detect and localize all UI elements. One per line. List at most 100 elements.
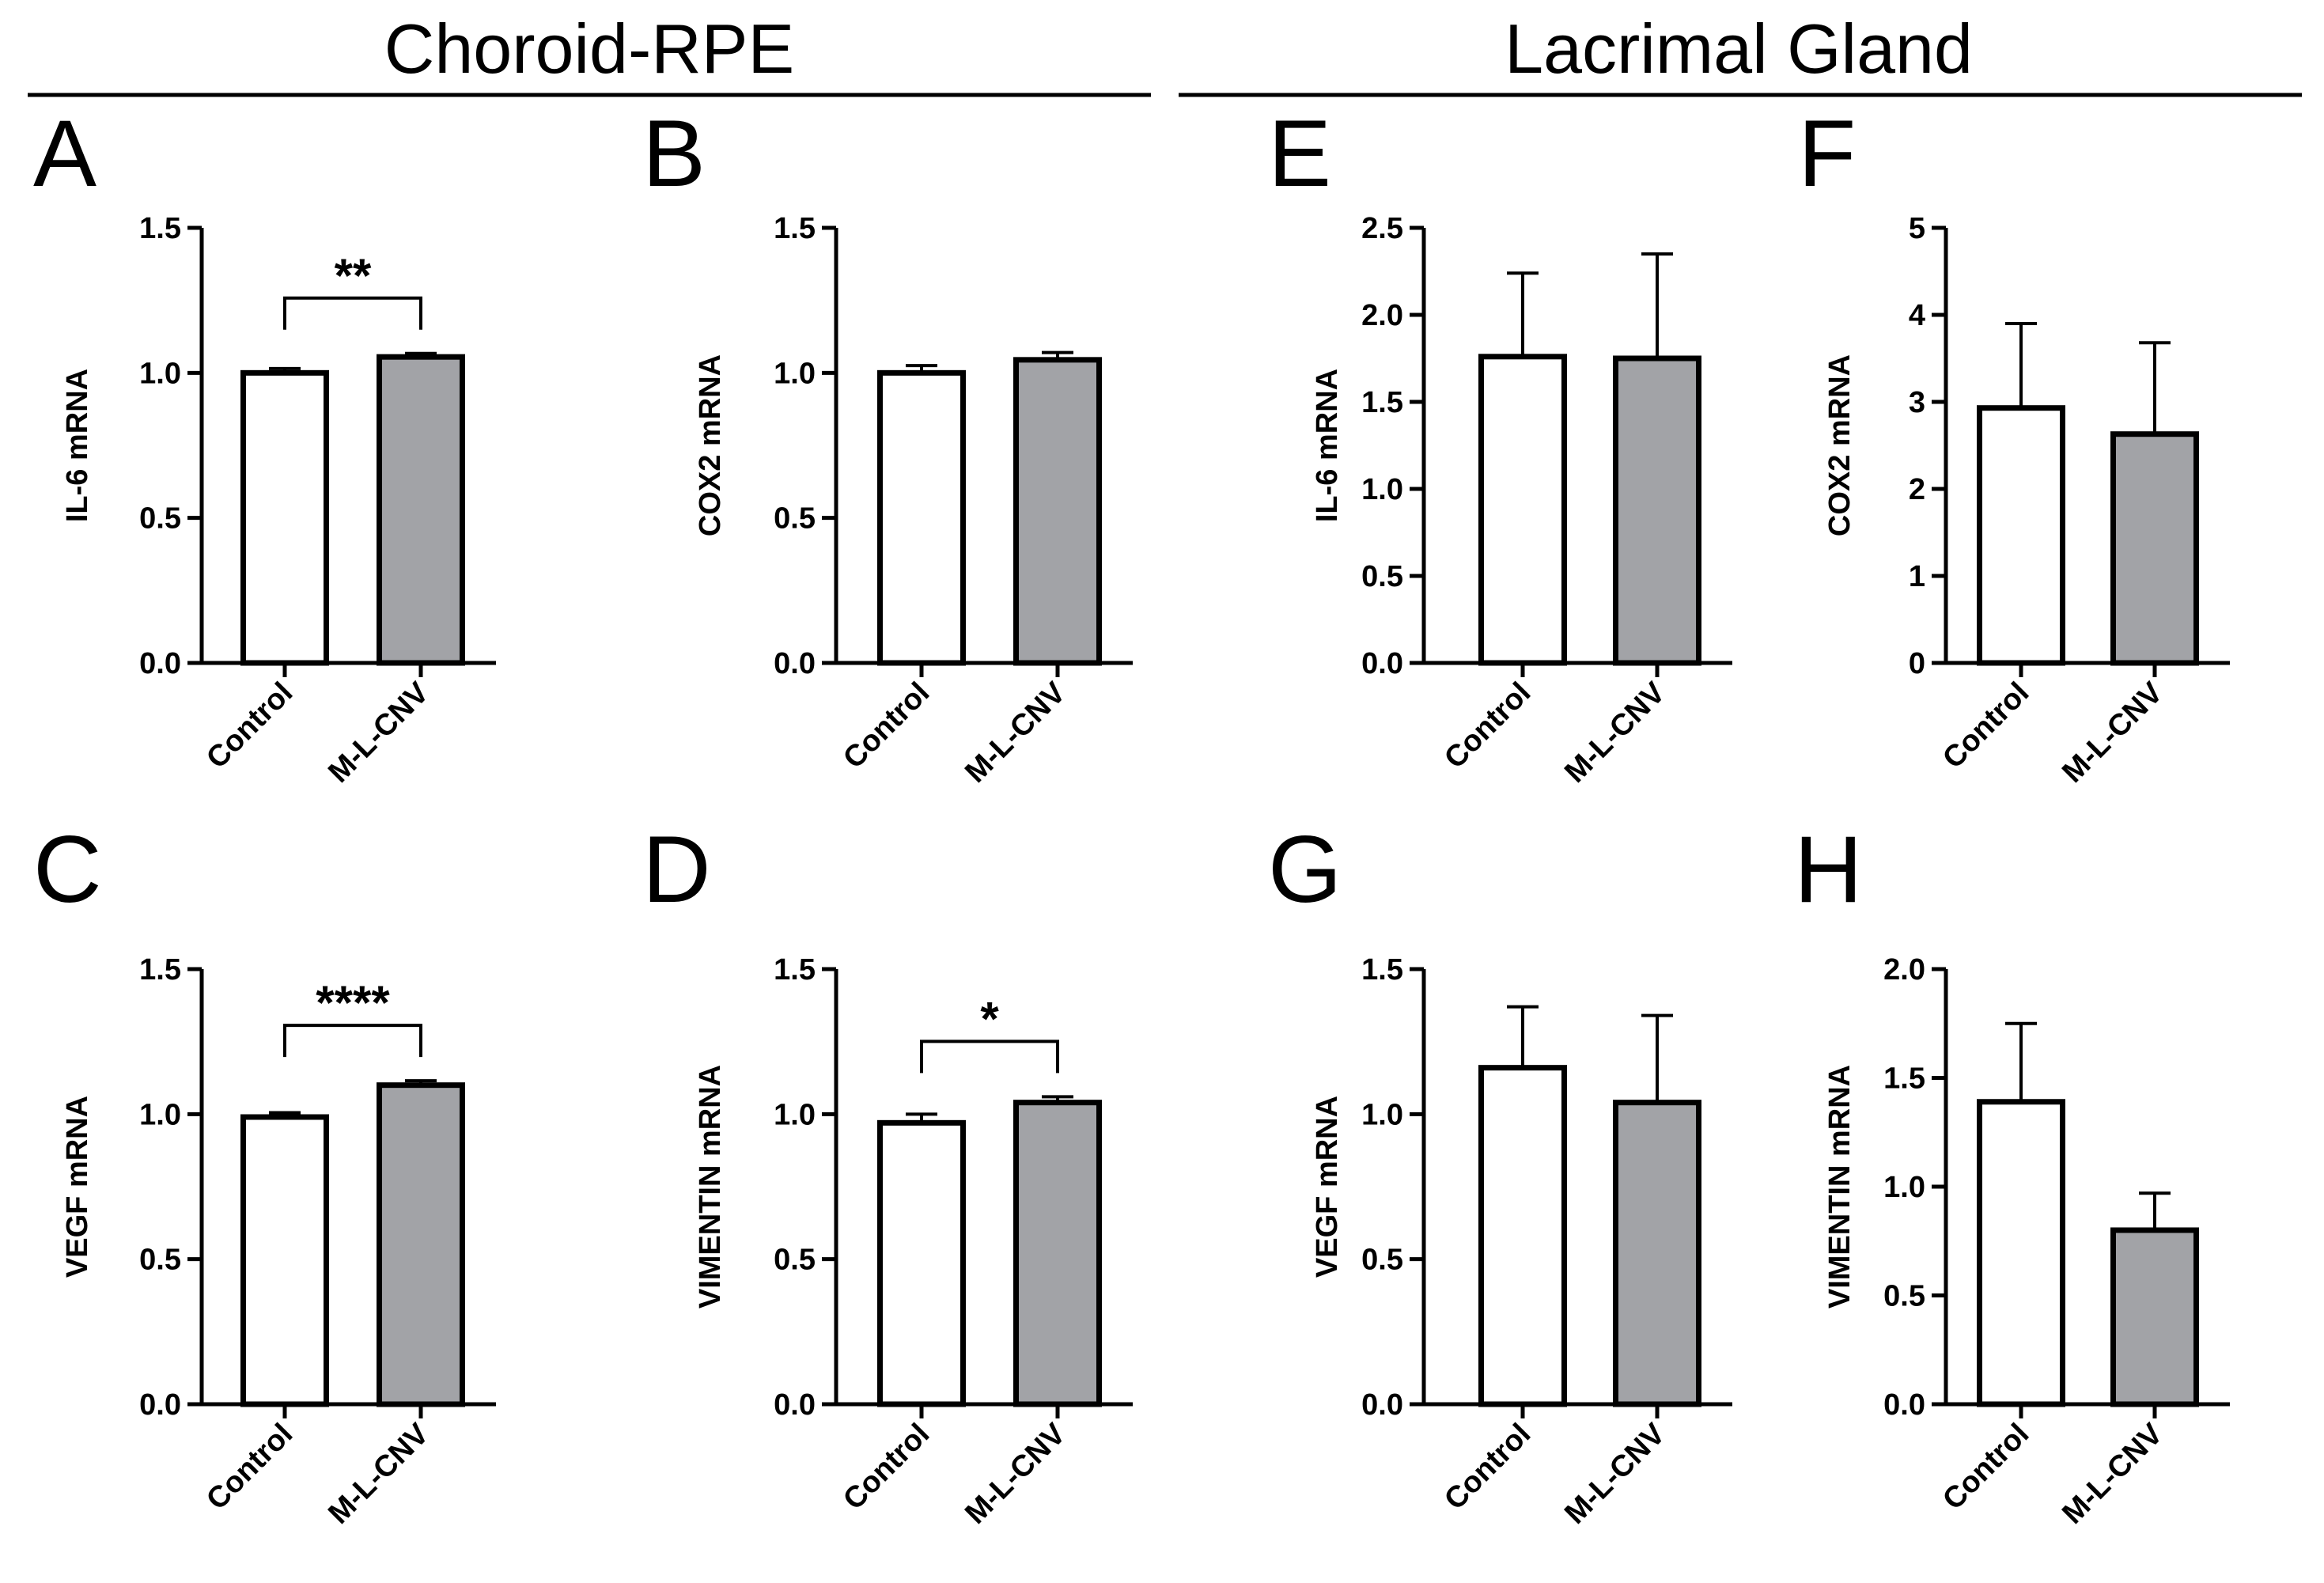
panel-letter-f: F: [1798, 100, 1856, 206]
y-tick-label-d: 1.5: [774, 953, 816, 987]
bar-d-control: [877, 1119, 966, 1407]
x-category-label-h: Control: [1936, 1418, 2035, 1517]
y-axis-label-c: VEGF mRNA: [61, 1096, 94, 1278]
y-axis-label-a: IL-6 mRNA: [61, 369, 94, 522]
y-tick-label-f: 4: [1909, 299, 1925, 332]
y-tick-label-a: 0.5: [139, 502, 181, 536]
panel-e: E 0.0 0.5 1.0 1.5 2.0 2.5 IL-6 mRNA Control M-L-C…: [1268, 100, 1732, 790]
y-axis-label-g: VEGF mRNA: [1311, 1096, 1344, 1278]
y-tick-label-g: 0.0: [1361, 1388, 1403, 1422]
y-axis-label-f: COX2 mRNA: [1823, 354, 1857, 536]
bar-b-control: [877, 369, 966, 666]
bar-h-mlcnv: [2110, 1227, 2199, 1407]
y-tick-label-d: 0.5: [774, 1244, 816, 1277]
panel-d: D 0.0 0.5 1.0 1.5 VIMENTIN mRNA Control M-L-CNV…: [642, 816, 1133, 1531]
x-category-label-a: Control: [200, 676, 299, 775]
x-category-label-f: M-L-CNV: [2056, 676, 2170, 790]
panel-letter-g: G: [1268, 816, 1342, 922]
bar-d-mlcnv: [1013, 1100, 1102, 1407]
x-category-label-g: M-L-CNV: [1558, 1417, 1672, 1531]
x-category-label-d: M-L-CNV: [959, 1417, 1073, 1531]
x-category-label-g: Control: [1438, 1418, 1537, 1517]
panel-letter-c: C: [33, 816, 102, 922]
significance-label-c: ****: [316, 976, 390, 1029]
x-category-label-c: M-L-CNV: [322, 1417, 436, 1531]
panel-letter-e: E: [1268, 100, 1331, 206]
y-tick-label-g: 1.0: [1361, 1098, 1403, 1131]
y-tick-label-c: 1.0: [139, 1098, 181, 1131]
y-tick-label-f: 5: [1909, 212, 1925, 245]
y-tick-label-e: 1.0: [1361, 473, 1403, 506]
y-tick-label-h: 2.0: [1883, 953, 1925, 987]
x-category-label-e: M-L-CNV: [1558, 676, 1672, 790]
y-tick-label-a: 1.5: [139, 212, 181, 245]
y-tick-label-d: 1.0: [774, 1098, 816, 1131]
x-category-label-f: Control: [1936, 676, 2035, 775]
y-axis-label-d: VIMENTIN mRNA: [694, 1065, 727, 1308]
x-category-label-b: Control: [837, 676, 936, 775]
bar-a-control: [240, 369, 329, 666]
y-axis-label-b: COX2 mRNA: [694, 354, 727, 536]
bar-e-control: [1478, 354, 1567, 666]
y-tick-label-c: 0.5: [139, 1244, 181, 1277]
significance-label-d: *: [980, 992, 999, 1045]
y-tick-label-e: 0.0: [1361, 647, 1403, 680]
y-tick-label-e: 1.5: [1361, 386, 1403, 419]
bar-e-mlcnv: [1613, 355, 1701, 666]
y-axis-label-h: VIMENTIN mRNA: [1823, 1065, 1857, 1308]
y-tick-label-h: 1.5: [1883, 1062, 1925, 1096]
panel-f: F 0 1 2 3 4 5 COX2 mRNA Control M-L-CNV: [1798, 100, 2230, 790]
y-tick-label-g: 0.5: [1361, 1244, 1403, 1277]
bar-g-control: [1478, 1065, 1567, 1407]
panel-letter-d: D: [642, 816, 711, 922]
y-tick-label-b: 1.5: [774, 212, 816, 245]
y-tick-label-a: 0.0: [139, 647, 181, 680]
section-title-lacrimal-gland: Lacrimal Gland: [1505, 9, 1973, 88]
y-tick-label-a: 1.0: [139, 357, 181, 390]
x-category-label-d: Control: [837, 1418, 936, 1517]
y-axis-label-e: IL-6 mRNA: [1311, 369, 1344, 522]
bar-c-control: [240, 1114, 329, 1407]
y-tick-label-f: 3: [1909, 386, 1925, 419]
panel-letter-a: A: [33, 100, 97, 206]
y-tick-label-e: 2.5: [1361, 212, 1403, 245]
x-category-label-h: M-L-CNV: [2056, 1417, 2170, 1531]
bar-c-mlcnv: [377, 1082, 465, 1407]
significance-bracket-c: [283, 1024, 422, 1058]
y-tick-label-d: 0.0: [774, 1388, 816, 1422]
y-tick-label-h: 0.5: [1883, 1280, 1925, 1313]
x-category-label-c: Control: [200, 1418, 299, 1517]
y-tick-label-e: 0.5: [1361, 560, 1403, 593]
bar-g-mlcnv: [1613, 1100, 1701, 1407]
y-tick-label-b: 0.5: [774, 502, 816, 536]
y-tick-label-h: 1.0: [1883, 1171, 1925, 1204]
significance-label-a: **: [335, 249, 372, 302]
y-tick-label-g: 1.5: [1361, 953, 1403, 987]
panel-letter-h: H: [1794, 816, 1863, 922]
y-tick-label-c: 0.0: [139, 1388, 181, 1422]
y-tick-label-b: 0.0: [774, 647, 816, 680]
bar-f-mlcnv: [2110, 431, 2199, 666]
panel-a: A 0.0 0.5 1.0 1.5 IL-6 mRNA Control M-L-CNV **: [33, 100, 496, 790]
y-tick-label-f: 0: [1909, 647, 1925, 680]
x-category-label-a: M-L-CNV: [322, 676, 436, 790]
y-tick-label-c: 1.5: [139, 953, 181, 987]
y-tick-label-b: 1.0: [774, 357, 816, 390]
y-tick-label-f: 2: [1909, 473, 1925, 506]
y-tick-label-h: 0.0: [1883, 1388, 1925, 1422]
section-title-choroid-rpe: Choroid-RPE: [384, 9, 794, 88]
panel-b: B 0.0 0.5 1.0 1.5 COX2 mRNA Control M-L-CNV: [642, 100, 1133, 790]
panel-c: C 0.0 0.5 1.0 1.5 VEGF mRNA Control M-L-CNV ****: [33, 816, 496, 1531]
panel-g: G 0.0 0.5 1.0 1.5 VEGF mRNA Control M-L-CNV: [1268, 816, 1732, 1531]
bar-b-mlcnv: [1013, 357, 1102, 666]
x-category-label-b: M-L-CNV: [959, 676, 1073, 790]
significance-bracket-d: [920, 1040, 1059, 1074]
bar-f-control: [1977, 405, 2065, 666]
y-tick-label-f: 1: [1909, 560, 1925, 593]
panel-letter-b: B: [642, 100, 706, 206]
x-category-label-e: Control: [1438, 676, 1537, 775]
bar-a-mlcnv: [377, 354, 465, 666]
significance-bracket-a: [283, 296, 422, 330]
